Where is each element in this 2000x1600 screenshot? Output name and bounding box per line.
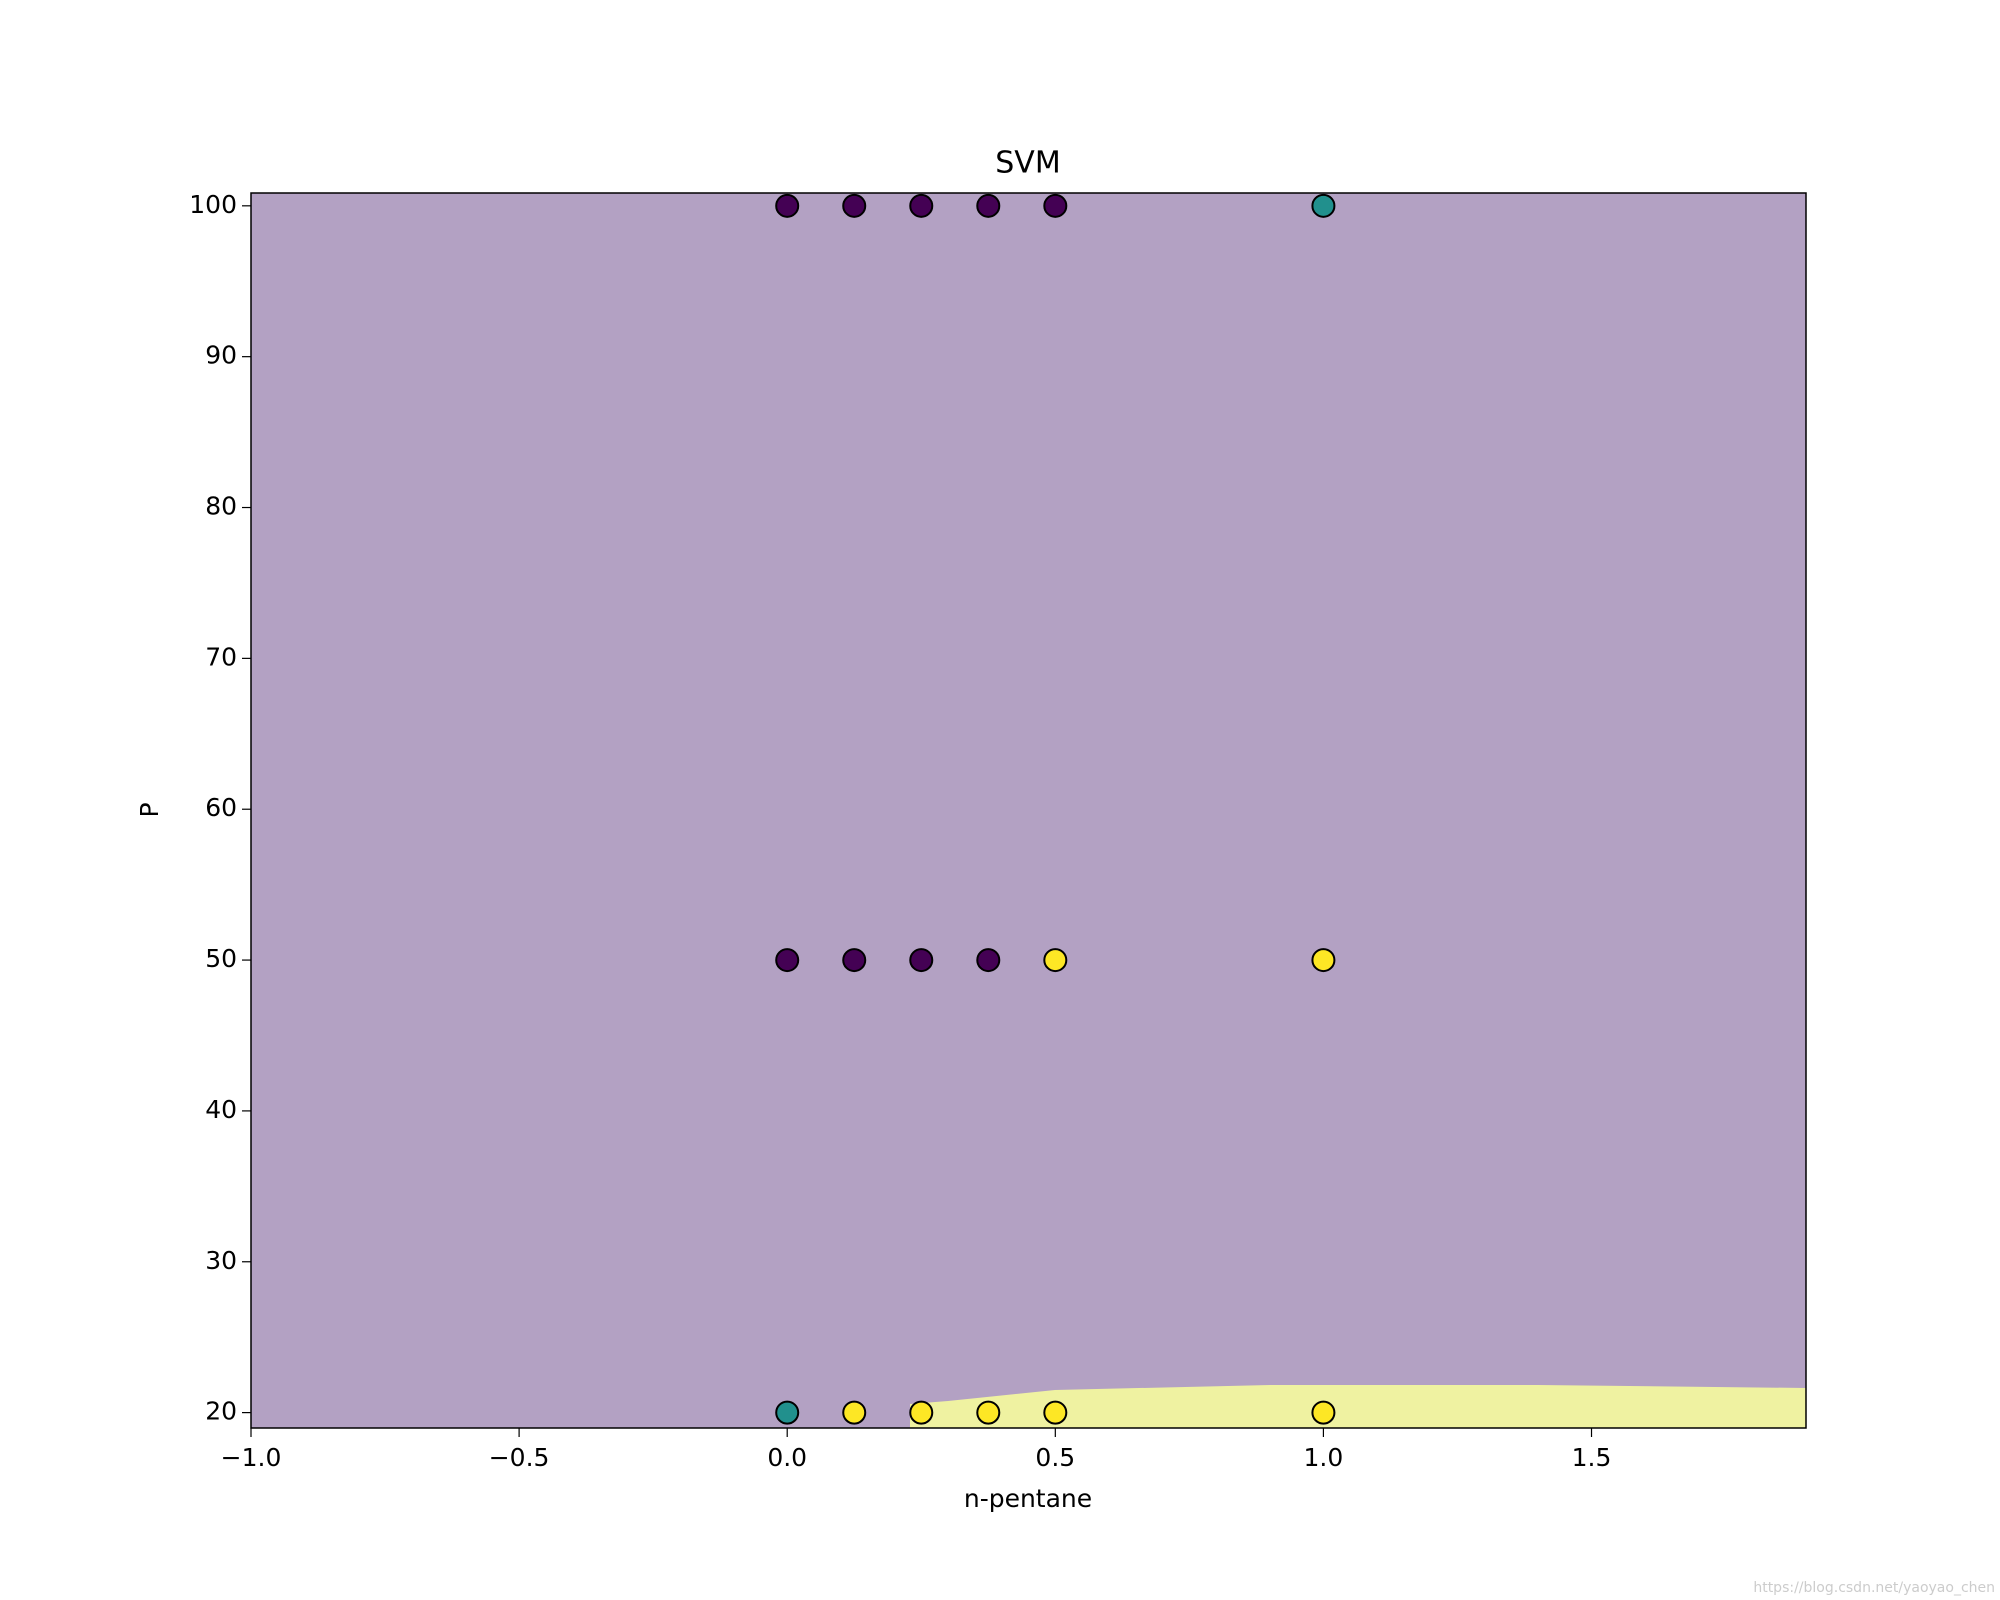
point (842, 948, 867, 973)
point (1311, 948, 1336, 973)
y-tick-label: 90 (205, 341, 237, 370)
x-tick-label: −1.0 (221, 1443, 282, 1472)
y-tick-label: 60 (205, 793, 237, 822)
x-tick-label: −0.5 (489, 1443, 550, 1472)
y-tick-label: 40 (205, 1095, 237, 1124)
point (775, 948, 800, 973)
x-tick-label: 1.5 (1572, 1443, 1612, 1472)
point (775, 193, 800, 218)
y-tick-label: 100 (189, 190, 237, 219)
point (976, 1400, 1001, 1425)
y-tick-label: 30 (205, 1246, 237, 1275)
point (1311, 1400, 1336, 1425)
point (976, 948, 1001, 973)
y-tick-label: 70 (205, 642, 237, 671)
point (775, 1400, 800, 1425)
watermark: https://blog.csdn.net/yaoyao_chen (1753, 1580, 1995, 1596)
x-axis-label: n-pentane (964, 1484, 1092, 1513)
point (842, 1400, 867, 1425)
plot-frame (250, 192, 1807, 1429)
point (842, 193, 867, 218)
point (1043, 1400, 1068, 1425)
x-tick-label: 0.0 (767, 1443, 807, 1472)
y-tick-label: 80 (205, 492, 237, 521)
point (909, 1400, 934, 1425)
x-tick-label: 1.0 (1304, 1443, 1344, 1472)
point (909, 948, 934, 973)
chart-title: SVM (995, 146, 1060, 181)
point (1043, 948, 1068, 973)
point (909, 193, 934, 218)
point (1311, 193, 1336, 218)
region-purple (251, 193, 1806, 1428)
y-axis-label: P (135, 802, 164, 817)
y-tick-label: 50 (205, 944, 237, 973)
point (1043, 193, 1068, 218)
region-yellow (910, 1385, 1806, 1428)
x-tick-label: 0.5 (1035, 1443, 1075, 1472)
point (976, 193, 1001, 218)
y-tick-label: 20 (205, 1397, 237, 1426)
